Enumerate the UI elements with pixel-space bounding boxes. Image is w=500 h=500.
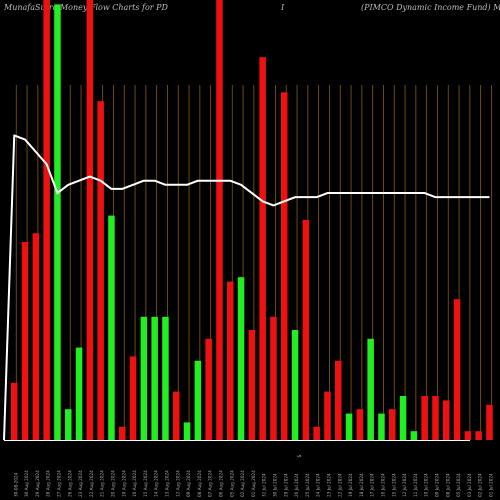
x-tick-label: 01 Jul 2024 [488, 473, 493, 497]
bar-down [464, 431, 472, 440]
bar-down [443, 400, 450, 440]
bar-down [32, 233, 40, 440]
title-part-1: MunafaSutra Money Flow Charts for PD [4, 3, 168, 12]
bar-up [108, 215, 115, 440]
bar-up [345, 413, 353, 440]
x-tick-label: 23 Jul 2024 [326, 473, 331, 497]
bar-down [313, 426, 320, 440]
x-tick-label: 30 Aug 2024 [24, 470, 29, 497]
bar-down [173, 391, 180, 440]
x-tick-label: 29 Aug 2024 [35, 470, 40, 497]
bar-down [216, 0, 223, 440]
bar-down [453, 299, 461, 440]
bar-up [65, 409, 72, 440]
x-tick-label: 12 Aug 2024 [175, 470, 180, 497]
x-tick-labels: 30-08-2024 30 Aug 2024 29 Aug 2024 28 Aug 2… [13, 470, 493, 497]
x-tick-label: 21 Aug 2024 [100, 470, 105, 497]
bar-down [421, 396, 428, 440]
bar-down [97, 101, 104, 440]
x-tick-label: 05 Jul 2024 [456, 473, 461, 497]
x-tick-label: 31 Jul 2024 [262, 473, 267, 497]
x-tick-label: 25 Jul 2024 [305, 473, 310, 497]
x-tick-label: 23 Aug 2024 [78, 470, 83, 497]
bar-down [21, 242, 29, 440]
x-tick-label: 13 Aug 2024 [164, 470, 169, 497]
x-tick-label: 19 Aug 2024 [121, 470, 126, 497]
bar-up [54, 4, 61, 441]
bar-up [410, 431, 418, 440]
bar-down [324, 391, 331, 440]
bar-up [75, 347, 83, 440]
x-tick-label: 02 Aug 2024 [240, 470, 245, 497]
title-part-3: (PIMCO Dynamic Income Fund) MunafaSutra.… [361, 3, 500, 12]
x-tick-label: 17 Jul 2024 [370, 473, 375, 497]
x-tick-label: 26 Aug 2024 [67, 470, 72, 497]
x-tick-label: 08 Aug 2024 [197, 470, 202, 497]
bar-down [475, 431, 482, 440]
bar-down [86, 0, 94, 440]
x-tick-label: 11 Jul 2024 [413, 473, 418, 497]
x-tick-label: 16 Jul 2024 [380, 473, 385, 497]
x-tick-label: 30-08-2024 [13, 472, 18, 497]
chart-title: MunafaSutra Money Flow Charts for PD I (… [4, 3, 500, 17]
bar-down [270, 316, 277, 440]
x-tick-label: 26 Jul 2024 [294, 473, 299, 497]
bar-down [432, 396, 439, 440]
money-flow-line [3, 134, 490, 441]
bar-up [151, 316, 158, 440]
x-tick-label: 30 Jul 2024 [272, 473, 277, 497]
x-tick-label: 18 Jul 2024 [359, 473, 364, 497]
title-part-2: I [281, 3, 285, 12]
x-tick-label: 14 Aug 2024 [154, 470, 159, 497]
bar-down [281, 92, 288, 441]
bar-down [335, 360, 342, 440]
bar-up [399, 396, 407, 440]
x-tick-label: 07 Aug 2024 [208, 470, 213, 497]
bar-up [194, 360, 202, 440]
bar-down [227, 281, 234, 440]
bar-down [205, 338, 212, 440]
x-tick-label: 28 Aug 2024 [46, 470, 51, 497]
x-tick-label: 19 Jul 2024 [348, 473, 353, 497]
x-tick-label: 09 Aug 2024 [186, 470, 191, 497]
x-tick-label: 03 Jul 2024 [467, 473, 472, 497]
x-tick-label: 22 Aug 2024 [89, 470, 94, 497]
x-tick-label: 20 Aug 2024 [110, 470, 115, 497]
bar-down [302, 220, 310, 440]
x-axis-center-label: $ [297, 454, 303, 457]
bar-up [140, 316, 148, 440]
x-tick-label: 22 Jul 2024 [337, 473, 342, 497]
bar-down [129, 356, 137, 440]
bar-up [291, 330, 299, 440]
x-tick-label: 10 Jul 2024 [424, 473, 429, 497]
bar-up [162, 316, 169, 440]
bars [11, 0, 493, 441]
x-tick-label: 15 Jul 2024 [391, 473, 396, 497]
bar-down [389, 409, 396, 440]
bar-down [248, 330, 256, 440]
x-tick-label: 27 Aug 2024 [56, 470, 61, 497]
bar-down [119, 426, 126, 440]
x-tick-label: 24 Jul 2024 [316, 473, 321, 497]
x-tick-label: 02 Jul 2024 [478, 473, 483, 497]
bar-up [237, 277, 245, 440]
x-tick-label: 16 Aug 2024 [132, 470, 137, 497]
x-tick-label: 09 Jul 2024 [434, 473, 439, 497]
x-tick-label: 05 Aug 2024 [229, 470, 234, 497]
x-tick-label: 06 Aug 2024 [218, 470, 223, 497]
bar-down [356, 409, 364, 440]
x-tick-label: 15 Aug 2024 [143, 470, 148, 497]
bar-down [486, 404, 493, 440]
x-tick-label: 12 Jul 2024 [402, 473, 407, 497]
x-tick-label: 08 Jul 2024 [445, 473, 450, 497]
bar-up [183, 422, 191, 440]
x-tick-label: 01 Aug 2024 [251, 470, 256, 497]
bar-up [367, 338, 374, 440]
bar-down [43, 0, 50, 440]
bar-up [378, 413, 385, 440]
bar-down [11, 382, 18, 440]
bar-down [259, 57, 266, 440]
x-tick-label: 29 Jul 2024 [283, 473, 288, 497]
